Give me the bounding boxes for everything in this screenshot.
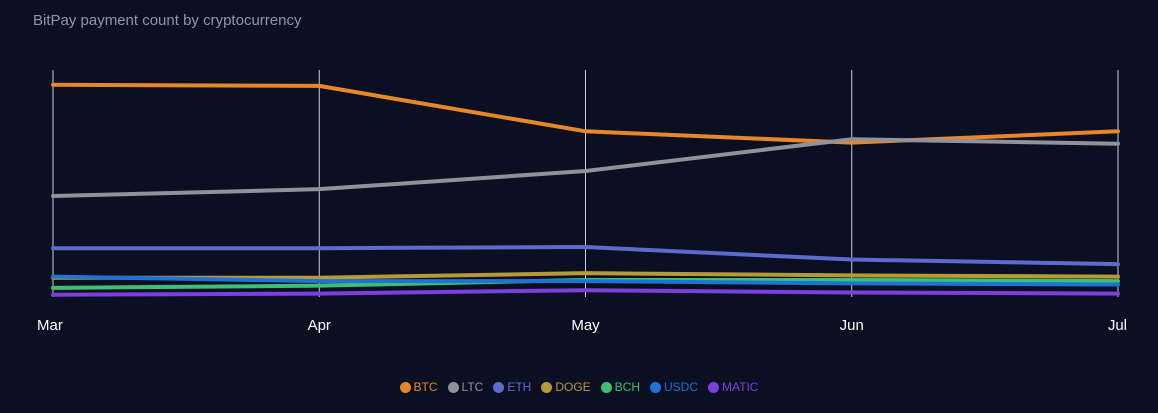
chart-subtitle: BitPay payment count by cryptocurrency (33, 12, 302, 29)
legend-dot-icon (541, 381, 553, 393)
x-tick-label-jun: Jun (840, 317, 864, 334)
x-tick-label-jul: Jul (1108, 317, 1127, 334)
legend-label: BCH (614, 380, 640, 394)
x-tick-label-may: May (571, 317, 600, 334)
series-line-ltc[interactable] (51, 137, 1120, 198)
legend-label: LTC (461, 380, 484, 394)
legend-dot-icon (650, 381, 661, 393)
series-line-usdc[interactable] (51, 274, 1120, 287)
series-line-matic[interactable] (51, 288, 1120, 297)
chart-legend: BTC LTC ETH DOGE BCH USDC MATIC (0, 380, 1158, 394)
legend-item-eth[interactable]: ETH (493, 380, 531, 394)
legend-item-usdc[interactable]: USDC (650, 380, 698, 394)
legend-dot-icon (708, 381, 720, 393)
x-tick-label-apr: Apr (308, 317, 331, 334)
legend-dot-icon (447, 381, 459, 393)
legend-item-matic[interactable]: MATIC (708, 380, 758, 394)
legend-label: BTC (413, 380, 438, 394)
legend-dot-icon (600, 381, 612, 393)
legend-item-bch[interactable]: BCH (600, 380, 640, 394)
legend-label: MATIC (722, 380, 759, 394)
legend-label: ETH (507, 380, 532, 394)
x-tick-label-mar: Mar (37, 317, 63, 334)
legend-label: DOGE (555, 380, 591, 394)
legend-item-doge[interactable]: DOGE (541, 380, 591, 394)
legend-item-ltc[interactable]: LTC (447, 380, 484, 394)
legend-dot-icon (493, 381, 505, 393)
legend-item-btc[interactable]: BTC (399, 380, 438, 394)
series-line-eth[interactable] (51, 245, 1120, 267)
legend-label: USDC (664, 380, 699, 394)
legend-dot-icon (399, 381, 411, 393)
